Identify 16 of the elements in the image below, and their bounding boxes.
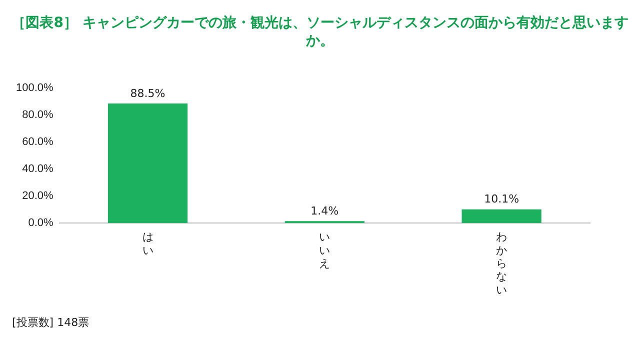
y-tick-label: 0.0%	[28, 217, 54, 230]
y-tick-label: 60.0%	[22, 136, 54, 148]
data-label: 88.5%	[130, 86, 166, 100]
x-tick-label: はい	[142, 232, 154, 257]
y-tick-label: 100.0%	[16, 82, 54, 94]
bar	[462, 209, 542, 223]
data-label: 10.1%	[484, 192, 520, 206]
chart-title: ［図表8］ キャンピングカーでの旅・観光は、ソーシャルディスタンスの面から有効だと思いますか。	[10, 14, 630, 50]
data-label: 1.4%	[310, 204, 339, 218]
x-tick-label: わからない	[496, 232, 508, 296]
text: [投票数] 148票	[12, 315, 90, 330]
x-tick-label: いいえ	[319, 232, 330, 270]
y-tick-label: 80.0%	[22, 109, 54, 122]
y-tick-label: 40.0%	[22, 163, 54, 176]
y-tick-label: 20.0%	[22, 190, 54, 202]
bar	[108, 104, 188, 223]
